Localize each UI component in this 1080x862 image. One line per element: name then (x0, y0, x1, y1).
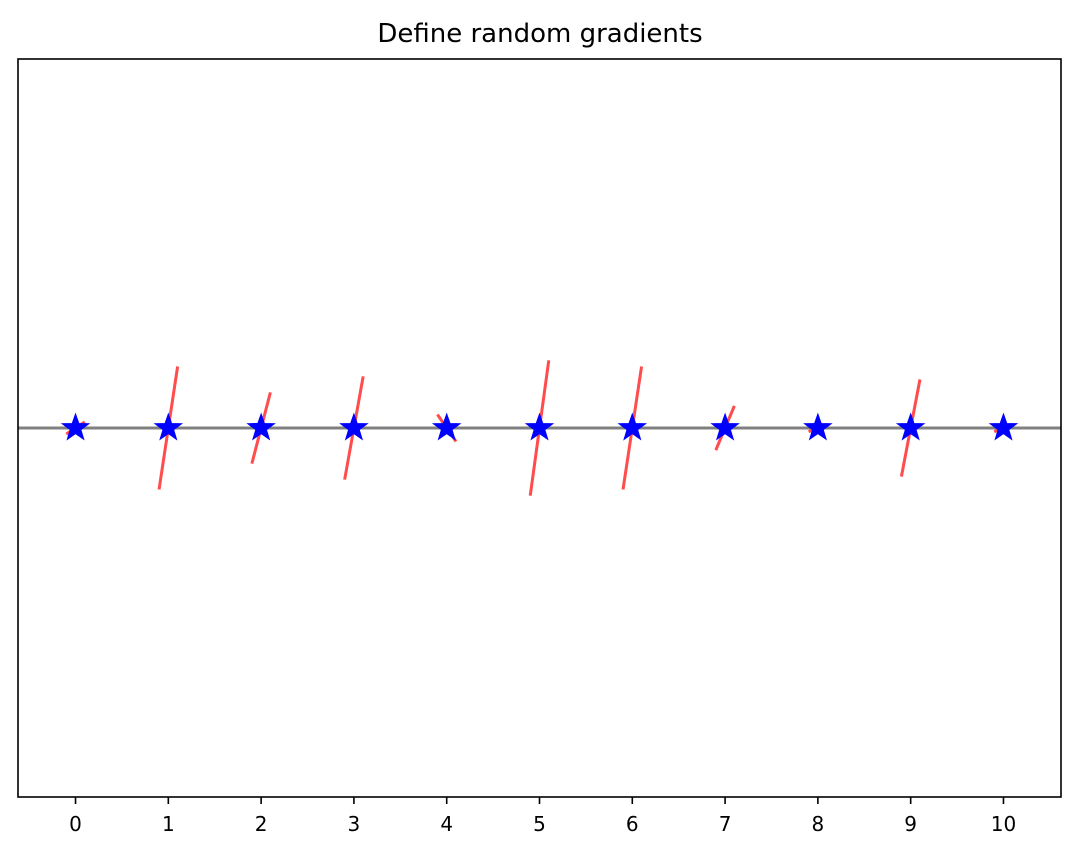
x-tick-label: 1 (162, 812, 175, 836)
x-tick-label: 8 (812, 812, 825, 836)
x-tick-label: 7 (719, 812, 732, 836)
x-tick-label: 9 (904, 812, 917, 836)
x-tick-label: 0 (69, 812, 82, 836)
point-marker (803, 412, 833, 441)
point-marker (431, 412, 462, 441)
x-axis-ticks: 0 1 2 3 4 5 6 7 8 9 10 (69, 797, 1016, 836)
point-marker (524, 412, 555, 441)
point-markers (60, 412, 1019, 441)
x-tick-label: 2 (255, 812, 268, 836)
point-marker (895, 412, 926, 441)
point-marker (617, 412, 648, 441)
point-marker (339, 412, 369, 441)
point-marker (710, 412, 740, 441)
x-tick-label: 4 (440, 812, 453, 836)
x-tick-label: 6 (626, 812, 639, 836)
x-tick-label: 10 (991, 812, 1016, 836)
point-marker (153, 412, 184, 441)
point-marker (60, 412, 91, 441)
x-tick-label: 3 (348, 812, 361, 836)
point-marker (988, 412, 1019, 441)
chart-title: Define random gradients (377, 19, 702, 49)
plot-area (17, 58, 1062, 798)
x-tick-label: 5 (533, 812, 546, 836)
point-marker (246, 412, 276, 441)
